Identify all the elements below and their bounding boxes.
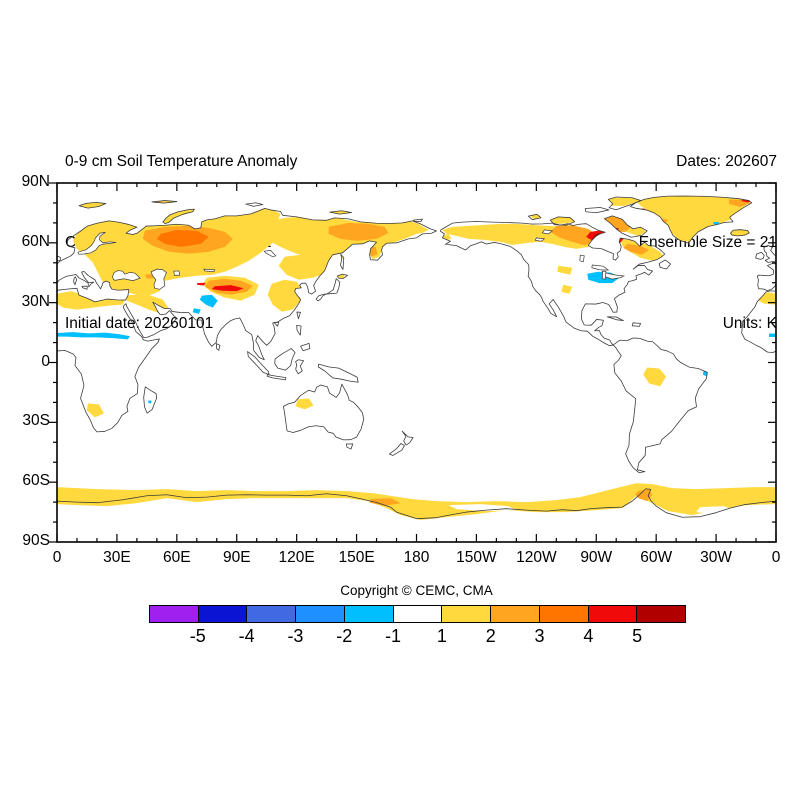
lat-label-60S: 60S <box>22 472 50 490</box>
coastline-britain-left <box>57 255 61 262</box>
lon-label-90E-90: 90E <box>222 549 251 566</box>
lake-lake-baikal <box>263 250 277 258</box>
lake-aral-sea <box>173 270 181 276</box>
coastline-wrangel <box>413 218 423 222</box>
anomaly-hudson-core <box>592 232 620 242</box>
coastline-severnaya-zemlya <box>245 202 264 207</box>
lat-label-90S: 90S <box>22 532 50 549</box>
colorbar-label-3: 3 <box>534 626 545 646</box>
coastline-tasmania <box>345 443 354 450</box>
colorbar-cell-0 <box>149 605 199 623</box>
anomaly-sw-africa <box>86 403 104 418</box>
coastline-sicily <box>81 285 88 290</box>
lake-lake-winnipeg <box>579 254 585 263</box>
coastline-java <box>266 374 287 381</box>
coastline-corsica-sardinia <box>73 276 77 286</box>
anomaly-middle-east <box>122 294 169 314</box>
coastline-nz-north <box>401 430 414 446</box>
anomaly-indus <box>192 308 201 314</box>
coastline-luzon <box>296 325 302 336</box>
coastline-devon-group <box>584 207 610 214</box>
lat-label-0: 0 <box>41 352 50 370</box>
lon-label-0-0: 0 <box>52 549 62 566</box>
colorbar-cell-10 <box>636 605 687 623</box>
anomaly-sahel-west <box>769 333 776 337</box>
colorbar-cell-2 <box>246 605 297 623</box>
valid-dates: Dates: 202607 <box>676 153 777 170</box>
colorbar-cell-4 <box>343 605 394 623</box>
world-anomaly-map <box>57 195 776 542</box>
colorbar-label--5: -5 <box>189 626 206 646</box>
coastline-new-guinea <box>317 363 359 383</box>
anomaly-ne-china <box>278 253 333 280</box>
lake-lake-michigan <box>601 270 607 280</box>
lon-label-60W-300: 60W <box>640 549 673 566</box>
lon-label-180-180: 180 <box>403 549 430 566</box>
lon-label-30E-30: 30E <box>103 549 131 566</box>
lon-label-60E-60: 60E <box>163 549 191 566</box>
colorbar-label-4: 4 <box>583 626 594 646</box>
coastline-iberia-france <box>756 262 776 291</box>
coastline-madagascar <box>143 386 158 414</box>
anomaly-australia-nw <box>295 398 314 410</box>
colorbar-cell-9 <box>587 605 638 623</box>
anomaly-brazil <box>643 367 667 387</box>
lon-label-0-360: 0 <box>771 549 781 566</box>
lat-label-90N: 90N <box>21 173 50 190</box>
lat-label-60N: 60N <box>21 232 50 250</box>
land-anomaly-layer <box>57 195 776 418</box>
colorbar-label--1: -1 <box>385 626 402 646</box>
anomaly-us-plains-2 <box>561 284 573 294</box>
coastline-south-america <box>612 337 708 474</box>
lon-label-120E-120: 120E <box>278 549 315 566</box>
colorbar-cell-8 <box>538 605 589 623</box>
coastline-sumatra <box>247 351 270 375</box>
anomaly-madagascar-spot <box>148 400 152 404</box>
coastline-sulawesi <box>295 359 305 375</box>
sea-anomaly-layer <box>57 483 776 521</box>
colorbar-label--4: -4 <box>238 626 255 646</box>
colorbar-cell-1 <box>197 605 248 623</box>
coastline-hainan <box>273 321 280 327</box>
colorbar-cell-3 <box>295 605 345 623</box>
anomaly-us-plains-1 <box>557 265 573 275</box>
coastline-nz-south <box>388 443 405 456</box>
coastline-australia <box>283 383 365 441</box>
colorbar-cell-7 <box>490 605 540 623</box>
colorbar-cell-5 <box>392 605 443 623</box>
lat-label-30S: 30S <box>22 412 50 430</box>
coastline-britain-right <box>763 245 776 263</box>
lon-label-120W-240: 120W <box>516 549 557 566</box>
colorbar-label-1: 1 <box>436 626 447 646</box>
anomaly-sahel <box>57 332 130 340</box>
coastline-taiwan <box>296 311 301 320</box>
anomaly-north-india <box>199 294 218 308</box>
anomaly-arctic-coast-2 <box>613 211 626 215</box>
lon-label-90W-270: 90W <box>580 549 613 566</box>
coastline-borneo <box>274 348 296 371</box>
anomaly-antarctic-sea-ice-belt <box>57 483 776 521</box>
colorbar-label-2: 2 <box>485 626 496 646</box>
copyright-note: Copyright © CEMC, CMA <box>340 583 493 598</box>
coastline-honshu <box>315 278 341 302</box>
coastline-sri-lanka <box>215 343 221 351</box>
lon-label-150W-210: 150W <box>456 549 497 566</box>
colorbar-label--2: -2 <box>336 626 353 646</box>
coastline-hispaniola <box>631 322 641 327</box>
colorbar <box>149 605 687 623</box>
chart-title: 0-9 cm Soil Temperature Anomaly <box>65 153 298 170</box>
coastline-newfoundland <box>658 259 671 270</box>
coastline-mindanao <box>300 342 311 352</box>
lon-label-30W-330: 30W <box>700 549 733 566</box>
colorbar-label--3: -3 <box>287 626 304 646</box>
coastline-cuba <box>607 316 624 322</box>
lon-label-150E-150: 150E <box>338 549 375 566</box>
colorbar-cell-6 <box>441 605 492 623</box>
lat-label-30N: 30N <box>21 292 50 310</box>
lake-lake-superior <box>591 264 610 271</box>
coastline-ireland <box>755 251 765 260</box>
colorbar-label-5: 5 <box>632 626 643 646</box>
